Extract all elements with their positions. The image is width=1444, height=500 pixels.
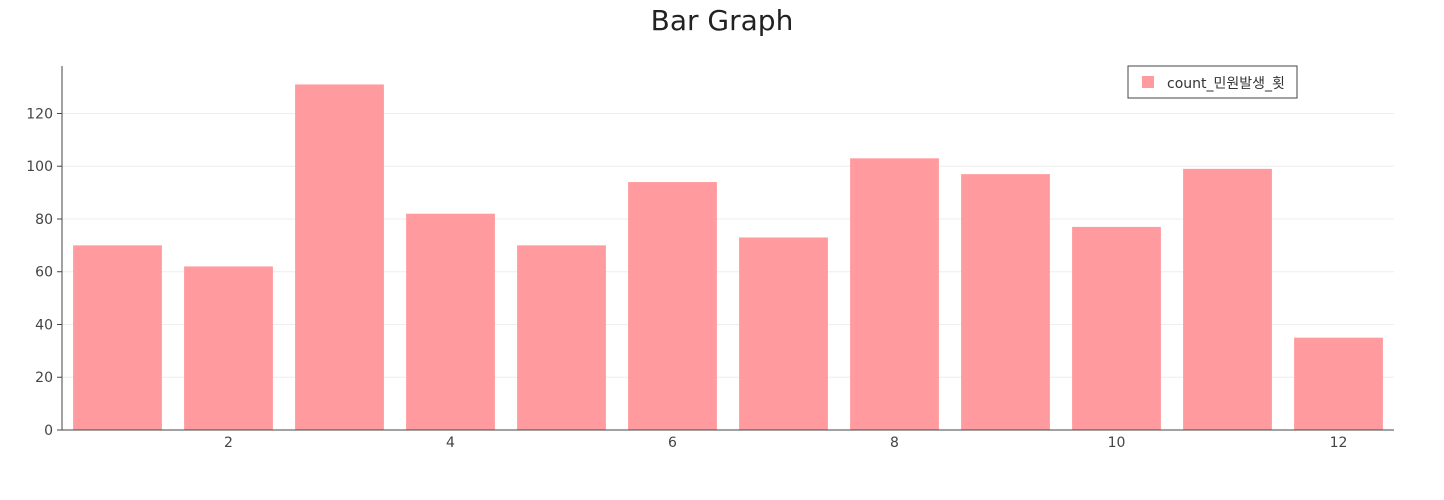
axes	[61, 66, 1394, 431]
bar	[184, 266, 273, 430]
bars	[73, 84, 1383, 430]
y-tick-label: 40	[35, 317, 53, 333]
x-tick-label: 4	[446, 435, 455, 451]
bar	[295, 84, 384, 430]
legend-box	[1127, 65, 1298, 99]
bar	[628, 182, 717, 430]
bar	[1183, 168, 1272, 430]
bar	[1294, 337, 1383, 430]
x-axis-ticks: 2 4 6 8 10 12	[224, 435, 1347, 451]
bar	[406, 213, 495, 430]
x-tick-label: 8	[890, 435, 899, 451]
legend-swatch	[1142, 76, 1154, 88]
bar	[73, 245, 162, 430]
legend[interactable]: count_민원발생_횟	[1127, 65, 1298, 99]
bar	[961, 174, 1050, 430]
chart-title: Bar Graph	[650, 4, 794, 37]
y-tick-label: 60	[35, 265, 53, 281]
y-tick-label: 20	[35, 370, 53, 386]
y-tick-label: 120	[26, 106, 53, 122]
bar	[1072, 226, 1161, 430]
bar	[739, 237, 828, 430]
x-tick-label: 12	[1330, 435, 1348, 451]
x-tick-label: 2	[224, 435, 233, 451]
x-tick-label: 6	[668, 435, 677, 451]
bar	[850, 158, 939, 430]
bar	[517, 245, 606, 430]
y-tick-label: 100	[26, 159, 53, 175]
y-tick-label: 0	[44, 423, 53, 439]
legend-label: count_민원발생_횟	[1167, 76, 1285, 92]
y-tick-label: 80	[35, 212, 53, 228]
gridlines	[62, 112, 1394, 378]
y-axis-ticks: 0 20 40 60 80 100 120	[26, 106, 62, 439]
x-tick-label: 10	[1108, 435, 1126, 451]
